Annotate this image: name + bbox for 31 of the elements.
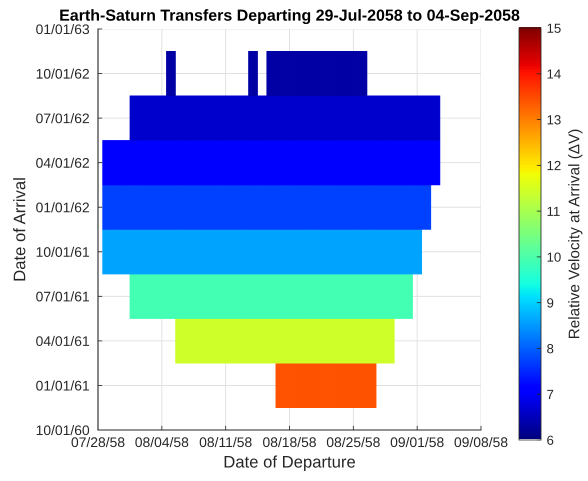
y-tick-label: 01/01/63 xyxy=(36,24,90,34)
color-bar-label: 12 xyxy=(548,160,561,170)
y-tick-label: 01/01/62 xyxy=(36,202,89,212)
x-tick-label: 08/11/58 xyxy=(200,436,252,448)
y-tick-label: 01/01/61 xyxy=(36,380,89,391)
y-axis-title: Date of Arrival xyxy=(13,178,26,280)
x-axis-title: Date of Departure xyxy=(224,455,356,471)
x-tick-label: 08/18/58 xyxy=(263,436,316,448)
color-bar-label: 8 xyxy=(547,344,554,354)
y-tick-label: 07/01/62 xyxy=(36,113,89,124)
color-bar-label: 11 xyxy=(548,206,560,216)
y-tick-label: 10/01/61 xyxy=(36,246,89,257)
y-tick-label: 10/01/60 xyxy=(36,424,90,436)
color-bar-label: 10 xyxy=(548,252,561,262)
x-tick-label: 09/01/58 xyxy=(390,436,444,448)
color-bar-label: 9 xyxy=(547,298,554,308)
x-tick-label: 08/04/58 xyxy=(135,436,188,448)
x-tick-label: 07/28/58 xyxy=(72,436,124,448)
color-bar-label: 13 xyxy=(548,115,561,124)
color-bar-label: 7 xyxy=(547,390,554,400)
x-tick-label: 08/25/58 xyxy=(326,436,380,448)
chart-title: Earth-Saturn Transfers Departing 29-Jul-2058 to 04-Sep-2058 xyxy=(60,9,520,24)
y-tick-label: 07/01/61 xyxy=(36,291,89,302)
color-bar-title: Relative Velocity at Arrival (ΔV) xyxy=(568,130,582,338)
y-tick-label: 04/01/62 xyxy=(36,158,89,168)
color-bar-label: 6 xyxy=(547,436,554,445)
x-tick-label: 09/08/58 xyxy=(454,436,508,448)
color-bar-label: 15 xyxy=(548,24,561,33)
y-tick-label: 10/01/62 xyxy=(36,68,89,79)
color-bar-label: 14 xyxy=(548,69,561,79)
y-tick-label: 04/01/61 xyxy=(36,336,89,346)
